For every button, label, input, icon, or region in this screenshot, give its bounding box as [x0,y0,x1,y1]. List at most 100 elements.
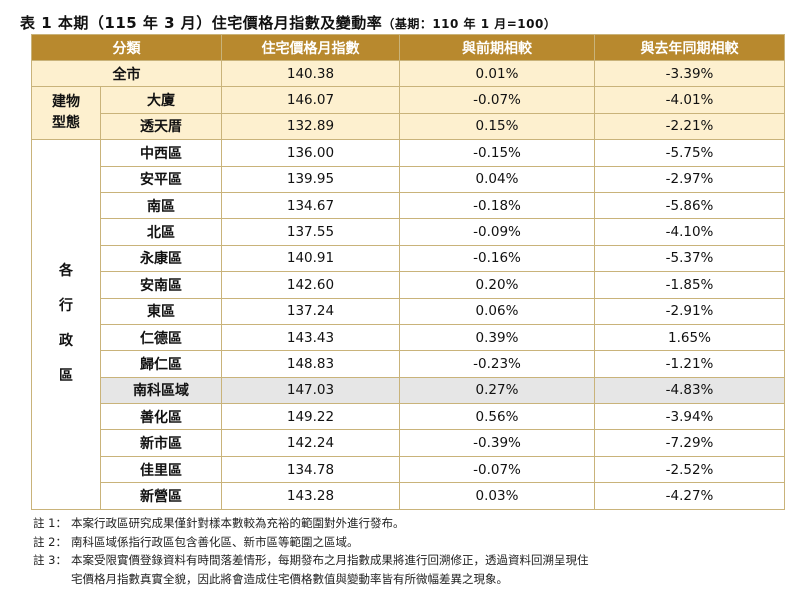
table-row: 新市區 142.24 -0.39% -7.29% [32,429,785,457]
row-mom: 0.20% [399,271,595,299]
row-yoy: -3.94% [594,403,785,431]
row-index: 139.95 [221,165,400,193]
table-row: 佳里區 134.78 -0.07% -2.52% [32,455,785,484]
footnote-line: 宅價格月指數真實全貌，因此將會造成住宅價格數值與變動率皆有所微幅差異之現象。 [33,570,793,589]
building-type-label: 建物 型態 [31,86,101,141]
table-row: 永康區 140.91 -0.16% -5.37% [32,244,785,273]
row-index: 143.43 [221,323,400,352]
row-name: 永康區 [100,244,222,273]
row-name: 安平區 [100,165,222,193]
row-yoy: -4.83% [594,376,785,405]
row-index: 142.60 [221,271,400,299]
row-index: 134.78 [221,455,400,484]
row-name: 南區 [100,191,222,220]
row-mom: -0.07% [399,455,595,484]
row-yoy: -7.29% [594,429,785,457]
row-yoy: -2.91% [594,297,785,325]
table-row: 仁德區 143.43 0.39% 1.65% [32,323,785,352]
page-title: 表 1 本期（115 年 3 月）住宅價格月指數及變動率（基期：110 年 1 … [20,12,556,33]
row-yoy: -2.21% [594,112,785,141]
footnote-text: 本案行政區研究成果僅針對樣本數較為充裕的範圍對外進行發布。 [71,516,405,530]
district-label-char: 行 [59,298,73,315]
row-mom: 0.39% [399,323,595,352]
title-base-period: （基期：110 年 1 月=100） [382,17,557,31]
row-index: 143.28 [221,482,400,510]
title-main: 表 1 本期（115 年 3 月）住宅價格月指數及變動率 [20,14,383,32]
row-yoy: -2.52% [594,455,785,484]
row-name: 佳里區 [100,455,222,484]
row-index: 149.22 [221,403,400,431]
overall-name: 全市 [31,59,222,88]
row-name: 安南區 [100,271,222,299]
table-row: 新營區 143.28 0.03% -4.27% [32,482,785,510]
row-yoy: -4.27% [594,482,785,510]
row-mom: -0.23% [399,350,595,378]
row-index: 147.03 [221,376,400,405]
row-index: 142.24 [221,429,400,457]
table-row: 透天厝 132.89 0.15% -2.21% [31,112,785,141]
row-index: 146.07 [221,86,400,114]
building-type-label-line1: 建物 [52,94,80,111]
footnote-key: 註 1： [33,516,67,530]
header-mom: 與前期相較 [399,34,595,61]
row-name: 北區 [100,218,222,246]
footnote-line: 註 3： 本案受限實價登錄資料有時間落差情形，每期發布之月指數成果將進行回溯修正，… [33,551,793,570]
table-row: 東區 137.24 0.06% -2.91% [32,297,785,325]
row-mom: 0.06% [399,297,595,325]
row-yoy: -1.85% [594,271,785,299]
footnote-key: 註 3： [33,553,67,567]
table-row: 北區 137.55 -0.09% -4.10% [32,218,785,246]
row-index: 132.89 [221,112,400,141]
table-row: 南科區域 147.03 0.27% -4.83% [31,376,785,405]
row-yoy: -4.10% [594,218,785,246]
table-row: 各行政區中西區 136.00 -0.15% -5.75% [31,139,785,510]
district-label-char: 區 [59,368,73,385]
header-category: 分類 [31,34,222,61]
row-yoy: -5.75% [594,139,785,167]
overall-yoy: -3.39% [594,59,785,88]
row-name: 善化區 [100,403,222,431]
row-name: 新營區 [100,482,222,510]
row-mom: 0.27% [399,376,595,405]
footnotes: 註 1： 本案行政區研究成果僅針對樣本數較為充裕的範圍對外進行發布。註 2： 南科區… [33,514,793,588]
row-mom: -0.07% [399,86,595,114]
overall-row: 全市 140.38 0.01% -3.39% [31,59,785,88]
row-name: 新市區 [100,429,222,457]
row-yoy: -5.37% [594,244,785,273]
row-name: 歸仁區 [100,350,222,378]
row-mom: 0.15% [399,112,595,141]
footnote-text: 南科區域係指行政區包含善化區、新市區等範圍之區域。 [71,534,359,549]
overall-index: 140.38 [221,59,400,88]
row-mom: -0.09% [399,218,595,246]
table-row: 善化區 149.22 0.56% -3.94% [32,403,785,431]
building-type-label-line2: 型態 [52,115,80,132]
row-mom: 0.04% [399,165,595,193]
row-index: 134.67 [221,191,400,220]
row-mom: -0.39% [399,429,595,457]
row-mom: -0.16% [399,244,595,273]
row-mom: -0.18% [399,191,595,220]
district-label-char: 各 [59,263,73,280]
table-row: 南區 134.67 -0.18% -5.86% [32,191,785,220]
row-yoy: -5.86% [594,191,785,220]
table-row: 建物 型態 大廈 146.07 -0.07% -4.01% [31,86,785,141]
table-row: 安南區 142.60 0.20% -1.85% [32,271,785,299]
header-yoy: 與去年同期相較 [594,34,785,61]
row-name: 南科區域 [100,376,222,405]
district-label-char: 政 [59,333,73,350]
row-yoy: -4.01% [594,86,785,114]
table-row: 安平區 139.95 0.04% -2.97% [32,165,785,193]
row-name: 大廈 [100,86,222,114]
footnote-line: 註 1： 本案行政區研究成果僅針對樣本數較為充裕的範圍對外進行發布。 [33,514,793,533]
district-group-label: 各行政區 [31,139,101,510]
price-index-table: 分類 住宅價格月指數 與前期相較 與去年同期相較 全市 140.38 0.01%… [31,34,785,510]
row-index: 137.24 [221,297,400,325]
row-yoy: -1.21% [594,350,785,378]
row-index: 136.00 [221,139,400,167]
row-index: 140.91 [221,244,400,273]
row-mom: 0.56% [399,403,595,431]
row-yoy: -2.97% [594,165,785,193]
row-mom: -0.15% [399,139,595,167]
row-index: 137.55 [221,218,400,246]
header-row: 分類 住宅價格月指數 與前期相較 與去年同期相較 [31,34,785,61]
